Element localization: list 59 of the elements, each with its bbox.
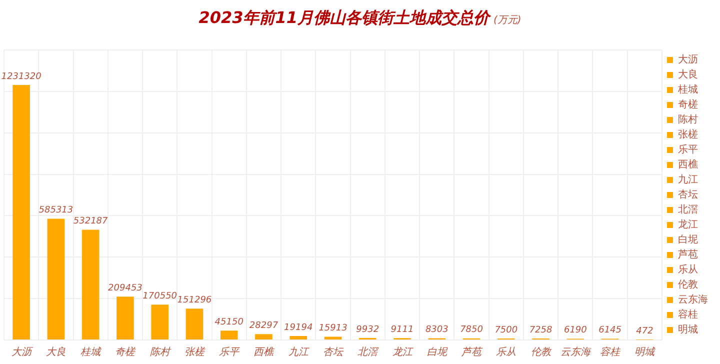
legend-label: 北滘 bbox=[678, 204, 698, 216]
x-tick-label: 奇槎 bbox=[115, 346, 136, 358]
legend-label: 龙江 bbox=[678, 218, 698, 231]
data-label: 45150 bbox=[214, 317, 244, 328]
x-tick-label: 白坭 bbox=[426, 346, 448, 358]
data-label: 9932 bbox=[356, 324, 380, 335]
x-tick-label: 杏坛 bbox=[323, 346, 344, 358]
x-tick-label: 北滘 bbox=[358, 346, 380, 358]
x-tick-label: 西樵 bbox=[254, 346, 276, 358]
data-label: 19194 bbox=[284, 322, 313, 333]
data-label: 151296 bbox=[177, 296, 212, 306]
data-label: 472 bbox=[636, 326, 654, 337]
legend-label: 奇槎 bbox=[678, 98, 698, 111]
legend-label: 大良 bbox=[678, 68, 698, 81]
x-tick-label: 乐从 bbox=[496, 346, 516, 358]
data-label: 532187 bbox=[73, 216, 108, 227]
x-tick-label: 大沥 bbox=[11, 346, 34, 358]
legend-label: 陈村 bbox=[678, 114, 698, 126]
legend-label: 乐从 bbox=[678, 264, 698, 276]
x-tick-label: 明城 bbox=[634, 346, 657, 358]
legend-label: 张槎 bbox=[678, 128, 698, 141]
data-label: 7500 bbox=[494, 325, 518, 336]
data-label: 6190 bbox=[564, 326, 588, 336]
chart-subtitle: (万元) bbox=[493, 15, 522, 26]
x-tick-label: 伦教 bbox=[530, 346, 552, 358]
legend-label: 明城 bbox=[678, 324, 698, 336]
legend-label: 伦教 bbox=[678, 278, 698, 291]
x-tick-label: 九江 bbox=[288, 346, 310, 358]
x-tick-label: 大良 bbox=[46, 346, 66, 358]
legend-label: 西樵 bbox=[678, 158, 698, 171]
data-label: 209453 bbox=[108, 283, 143, 294]
data-label: 9111 bbox=[390, 324, 414, 335]
data-label: 585313 bbox=[38, 206, 74, 216]
x-tick-label: 陈村 bbox=[150, 346, 172, 358]
legend-label: 桂城 bbox=[677, 84, 698, 96]
x-tick-label: 芦苞 bbox=[460, 346, 484, 358]
chart-title: 2023年前11月佛山各镇街土地成交总价 bbox=[198, 8, 490, 27]
legend-label: 芦苞 bbox=[678, 248, 698, 261]
legend-label: 云东海 bbox=[678, 294, 708, 306]
x-tick-label: 桂城 bbox=[80, 346, 103, 358]
data-label: 1231320 bbox=[1, 72, 42, 82]
data-label: 7258 bbox=[529, 325, 553, 336]
data-label: 6145 bbox=[598, 326, 622, 336]
x-tick-label: 龙江 bbox=[392, 346, 414, 358]
x-tick-label: 乐平 bbox=[219, 346, 240, 358]
legend-label: 九江 bbox=[678, 174, 698, 186]
x-tick-label: 云东海 bbox=[560, 346, 592, 358]
legend-label: 乐平 bbox=[678, 144, 698, 156]
legend-label: 大沥 bbox=[678, 54, 698, 66]
data-label: 8303 bbox=[425, 325, 449, 336]
data-label: 28297 bbox=[249, 320, 278, 331]
data-label: 7850 bbox=[460, 325, 484, 336]
x-tick-label: 容桂 bbox=[600, 346, 622, 358]
x-tick-label: 张槎 bbox=[184, 346, 206, 358]
data-label: 170550 bbox=[142, 292, 178, 302]
legend-label: 杏坛 bbox=[678, 188, 698, 201]
legend-label: 白坭 bbox=[678, 234, 698, 246]
legend-label: 容桂 bbox=[678, 308, 698, 321]
data-label: 15913 bbox=[318, 324, 348, 334]
